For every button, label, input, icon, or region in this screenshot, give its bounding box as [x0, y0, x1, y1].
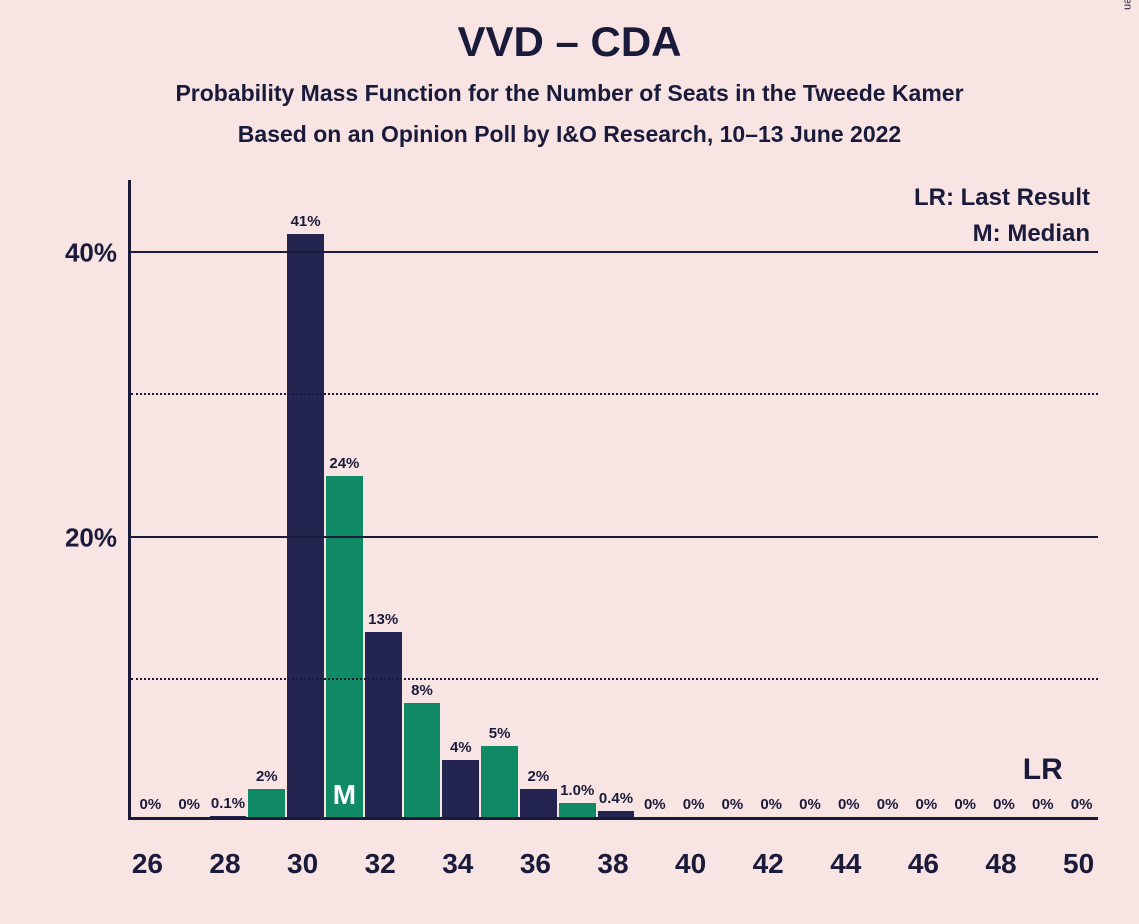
bar-value-label: 0.4% — [599, 790, 633, 811]
x-axis-label: 42 — [753, 848, 784, 880]
gridline-minor — [131, 393, 1098, 395]
bar-value-label: 41% — [291, 213, 321, 234]
x-axis-label: 36 — [520, 848, 551, 880]
bar-value-label: 0.1% — [211, 795, 245, 816]
x-axis-label: 40 — [675, 848, 706, 880]
x-axis-label: 32 — [365, 848, 396, 880]
x-axis-label: 48 — [985, 848, 1016, 880]
bars-group: 0%0%0.1%2%41%24%M13%8%4%5%2%1.0%0.4%0%0%… — [131, 180, 1098, 817]
bar: 1.0% — [559, 803, 596, 817]
bar: 2% — [520, 789, 557, 817]
x-axis-label: 38 — [597, 848, 628, 880]
bar: 24%M — [326, 476, 363, 817]
bar: 8% — [404, 703, 441, 817]
bar-value-label: 2% — [256, 768, 278, 789]
bar: 5% — [481, 746, 518, 817]
bar-value-label: 0% — [760, 796, 782, 817]
bar-value-label: 0% — [954, 796, 976, 817]
bar: 41% — [287, 234, 324, 817]
bar-value-label: 0% — [140, 796, 162, 817]
x-axis-label: 50 — [1063, 848, 1094, 880]
bar-value-label: 4% — [450, 739, 472, 760]
bar-value-label: 0% — [799, 796, 821, 817]
gridline-major: 40% — [131, 251, 1098, 253]
bar: 13% — [365, 632, 402, 817]
y-axis-label: 40% — [65, 238, 131, 269]
plot-area: LR: Last Result M: Median 0%0%0.1%2%41%2… — [128, 180, 1098, 820]
bar: 4% — [442, 760, 479, 817]
x-axis-labels: 26 28 30 32 34 36 38 40 42 44 46 48 50 — [128, 830, 1098, 880]
chart-title: VVD – CDA — [0, 0, 1139, 66]
bar-value-label: 0% — [178, 796, 200, 817]
bar-value-label: 0% — [722, 796, 744, 817]
x-axis-label: 34 — [442, 848, 473, 880]
y-axis-label: 20% — [65, 522, 131, 553]
bar-value-label: 0% — [838, 796, 860, 817]
bar-value-label: 13% — [368, 611, 398, 632]
x-axis-label: 46 — [908, 848, 939, 880]
bar-value-label: 2% — [528, 768, 550, 789]
x-axis-label: 28 — [209, 848, 240, 880]
bar-value-label: 0% — [916, 796, 938, 817]
bar: 0.1% — [210, 816, 247, 817]
bar-value-label: 0% — [683, 796, 705, 817]
x-axis-label: 30 — [287, 848, 318, 880]
x-axis-label: 26 — [132, 848, 163, 880]
copyright-text: © 2022 Filip van Laenen — [1121, 0, 1133, 10]
chart-subtitle-1: Probability Mass Function for the Number… — [0, 80, 1139, 107]
bar-value-label: 5% — [489, 725, 511, 746]
bar: 2% — [248, 789, 285, 817]
bar-value-label: 0% — [993, 796, 1015, 817]
bar: 0.4% — [598, 811, 635, 817]
gridline-minor — [131, 678, 1098, 680]
bar-value-label: 0% — [1071, 796, 1093, 817]
last-result-marker: LR — [1023, 753, 1063, 787]
bar-value-label: 0% — [1032, 796, 1054, 817]
gridline-major: 20% — [131, 536, 1098, 538]
x-axis-label: 44 — [830, 848, 861, 880]
bar-value-label: 0% — [877, 796, 899, 817]
chart-subtitle-2: Based on an Opinion Poll by I&O Research… — [0, 121, 1139, 148]
median-marker: M — [333, 779, 356, 811]
bar-value-label: 24% — [329, 455, 359, 476]
bar-value-label: 0% — [644, 796, 666, 817]
chart-container: LR: Last Result M: Median 0%0%0.1%2%41%2… — [40, 180, 1100, 880]
bar-value-label: 1.0% — [560, 782, 594, 803]
bar-value-label: 8% — [411, 682, 433, 703]
